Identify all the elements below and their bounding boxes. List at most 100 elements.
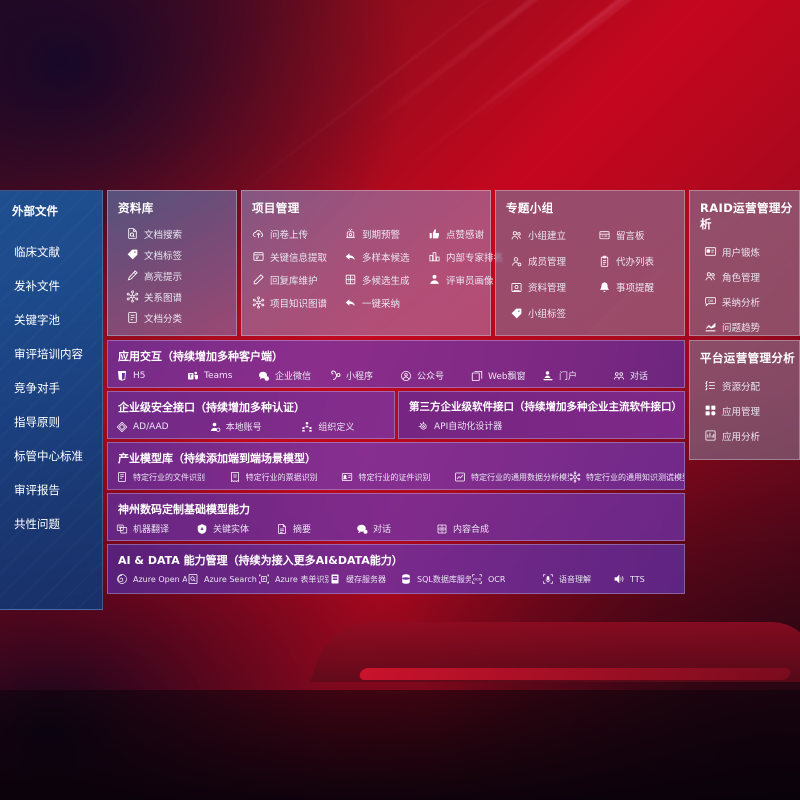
interaction-item-teams[interactable]: Teams xyxy=(187,370,258,382)
interaction-item-wecom[interactable]: 企业微信 xyxy=(258,369,329,382)
sidebar-item-supplement-doc[interactable]: 发补文件 xyxy=(0,269,102,303)
industry-item-label: 特定行业的票据识别 xyxy=(245,472,318,482)
dcits-item-content-synthesis[interactable]: 内容合成 xyxy=(436,522,516,535)
aidata-item-tts[interactable]: TTS xyxy=(613,573,684,585)
project-item-due-alert[interactable]: 到期预警 xyxy=(344,222,428,245)
aidata-item-label: Azure 表单识别器 xyxy=(275,574,329,584)
project-item-project-knowledge-graph[interactable]: 项目知识图谱 xyxy=(252,291,344,314)
project-item-reply-library[interactable]: 回复库维护 xyxy=(252,268,344,291)
row-aidata-title: AI & DATA 能力管理（持续为接入更多AI&DATA能力） xyxy=(118,554,403,567)
thirdparty-item-api-designer[interactable]: API自动化设计器 xyxy=(417,419,502,432)
row-ai-data-capability: AI & DATA 能力管理（持续为接入更多AI&DATA能力） Azure O… xyxy=(107,544,685,594)
group-item-material-management[interactable]: 资料管理 xyxy=(510,274,598,300)
project-item-multi-sample-candidate[interactable]: 多样本候选 xyxy=(344,245,428,268)
library-item-knowledge-graph[interactable]: 关系图谱 xyxy=(126,286,236,307)
industry-item-invoice-recognition[interactable]: 特定行业的票据识别 xyxy=(229,471,342,483)
sidebar-item-label: 指导原则 xyxy=(14,415,60,429)
industry-item-file-recognition[interactable]: 特定行业的文件识别 xyxy=(116,471,229,483)
aidata-item-voice-understanding[interactable]: 语音理解 xyxy=(542,573,613,585)
graph-network-icon xyxy=(252,296,265,309)
interaction-item-miniprogram[interactable]: 小程序 xyxy=(329,369,400,382)
interaction-item-web-popup[interactable]: Web飘窗 xyxy=(471,369,542,382)
dcits-item-dialog[interactable]: 对话 xyxy=(356,522,436,535)
aidata-item-cache-server[interactable]: 缓存服务器 xyxy=(329,573,400,585)
portal-person-icon xyxy=(542,370,554,382)
sidebar-item-clinical-literature[interactable]: 临床文献 xyxy=(0,235,102,269)
platform-item-label: 应用管理 xyxy=(722,406,761,418)
platform-item-app-management[interactable]: 应用管理 xyxy=(704,398,799,423)
aidata-item-form-recognizer[interactable]: Azure 表单识别器 xyxy=(258,573,329,585)
voice-understanding-icon xyxy=(542,573,554,585)
security-item-local-account[interactable]: 本地账号 xyxy=(209,420,302,433)
sidebar-item-guidelines[interactable]: 指导原则 xyxy=(0,405,102,439)
sidebar-item-review-training[interactable]: 审评培训内容 xyxy=(0,337,102,371)
industry-item-knowledge-model[interactable]: 特定行业的通用知识测谎模型 xyxy=(569,471,684,483)
interaction-item-dialog[interactable]: 对话 xyxy=(613,369,684,382)
sidebar-item-review-report[interactable]: 审评报告 xyxy=(0,473,102,507)
project-item-thanks-like[interactable]: 点赞感谢 xyxy=(428,222,504,245)
tag-icon xyxy=(126,248,139,261)
dcits-item-machine-translation[interactable]: 机器翻译 xyxy=(116,522,196,535)
row-application-interaction: 应用交互（持续增加多种客户端） H5 Teams 企业微信 小程序 公众号 xyxy=(107,340,685,388)
group-item-group-tag[interactable]: 小组标签 xyxy=(510,300,598,326)
security-item-ad-aad[interactable]: AD/AAD xyxy=(116,421,209,433)
aidata-item-azure-search[interactable]: Azure Search xyxy=(187,573,258,585)
group-item-event-reminder[interactable]: 事项提醒 xyxy=(598,274,688,300)
project-item-one-click-adopt[interactable]: 一键采纳 xyxy=(344,291,428,314)
aidata-item-azure-openai[interactable]: Azure Open AI xyxy=(116,573,187,585)
aidata-item-ocr[interactable]: OCR OCR xyxy=(471,573,542,585)
project-item-multi-candidate-generate[interactable]: 多候选生成 xyxy=(344,268,428,291)
group-item-label: 代办列表 xyxy=(616,257,655,268)
raid-item-label: 问题趋势 xyxy=(722,322,761,334)
sidebar-item-label: 竞争对手 xyxy=(14,381,60,395)
project-item-reviewer-portrait[interactable]: 评审员画像 xyxy=(428,268,504,291)
sidebar-item-common-issues[interactable]: 共性问题 xyxy=(0,507,102,541)
clipboard-icon xyxy=(598,255,611,268)
platform-item-app-analysis[interactable]: 应用分析 xyxy=(704,423,799,448)
interaction-item-official-account[interactable]: 公众号 xyxy=(400,369,471,382)
panel-library-title: 资料库 xyxy=(118,201,154,215)
industry-item-data-analysis-model[interactable]: 特定行业的通用数据分析模型 xyxy=(454,471,569,483)
background-light-streak xyxy=(389,0,771,181)
security-item-org-definition[interactable]: 组织定义 xyxy=(301,420,394,433)
library-item-document-tag[interactable]: 文档标签 xyxy=(126,244,236,265)
platform-item-resource-allocation[interactable]: 资源分配 xyxy=(704,373,799,398)
translate-icon xyxy=(116,523,128,535)
aidata-item-sql-server[interactable]: SQL数据库服务器 xyxy=(400,573,471,585)
industry-item-label: 特定行业的证件识别 xyxy=(358,472,431,482)
panel-platform-list: 资源分配 应用管理 应用分析 xyxy=(704,373,799,448)
interaction-item-portal[interactable]: 门户 xyxy=(542,369,613,382)
group-item-create-group[interactable]: 小组建立 xyxy=(510,222,598,248)
library-item-document-search[interactable]: 文档搜索 xyxy=(126,223,236,244)
dcits-item-key-entity[interactable]: 关键实体 xyxy=(196,522,276,535)
dcits-item-summary[interactable]: 摘要 xyxy=(276,522,356,535)
interaction-item-h5[interactable]: H5 xyxy=(116,370,187,382)
dcits-item-label: 关键实体 xyxy=(213,525,250,535)
library-item-highlight-hint[interactable]: 高亮提示 xyxy=(126,265,236,286)
project-item-internal-expert-ranking[interactable]: 内部专家排名 xyxy=(428,245,504,268)
project-item-key-info-extract[interactable]: 关键信息提取 xyxy=(252,245,344,268)
sidebar-item-competitors[interactable]: 竞争对手 xyxy=(0,371,102,405)
row-security-title: 企业级安全接口（持续增加多种认证） xyxy=(118,401,305,414)
group-item-member-management[interactable]: 成员管理 xyxy=(510,248,598,274)
library-item-document-category[interactable]: 文档分类 xyxy=(126,307,236,328)
group-item-message-board[interactable]: 留言板 xyxy=(598,222,688,248)
raid-item-issue-trend[interactable]: 问题趋势 xyxy=(704,314,799,339)
group-item-label: 成员管理 xyxy=(528,257,567,268)
dialog-users-icon xyxy=(613,370,625,382)
project-item-label: 点赞感谢 xyxy=(446,229,485,241)
id-card-icon xyxy=(704,245,717,258)
security-item-label: 本地账号 xyxy=(225,423,262,433)
raid-item-role-management[interactable]: 角色管理 xyxy=(704,264,799,289)
raid-item-user-training[interactable]: 用户锻炼 xyxy=(704,239,799,264)
analysis-chart-icon xyxy=(704,429,717,442)
sidebar-item-standards-center[interactable]: 标管中心标准 xyxy=(0,439,102,473)
industry-item-id-recognition[interactable]: 特定行业的证件识别 xyxy=(341,471,454,483)
background-light-streak xyxy=(357,0,800,138)
sidebar-item-keyword-pool[interactable]: 关键字池 xyxy=(0,303,102,337)
group-item-todo-list[interactable]: 代办列表 xyxy=(598,248,688,274)
aidata-item-label: TTS xyxy=(630,574,645,584)
raid-item-adoption-analysis[interactable]: QA 采纳分析 xyxy=(704,289,799,314)
panel-platform-title: 平台运营管理分析 xyxy=(700,351,796,365)
project-item-questionnaire-upload[interactable]: 问卷上传 xyxy=(252,222,344,245)
